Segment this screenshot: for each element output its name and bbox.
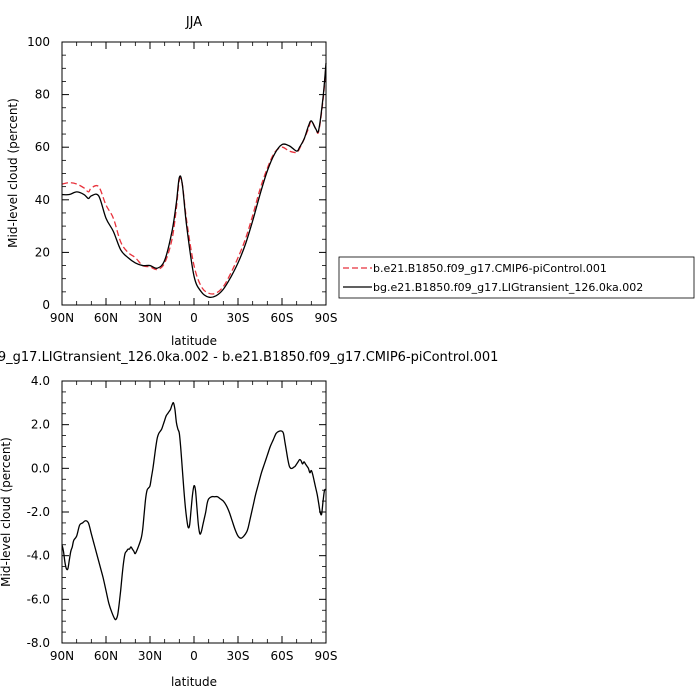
top-y-axis-label: Mid-level cloud (percent) bbox=[6, 98, 20, 248]
bottom-y-tick-label: -4.0 bbox=[27, 549, 50, 563]
top-x-tick-label: 30N bbox=[138, 311, 162, 325]
top-series-line-0 bbox=[61, 65, 327, 295]
top-chart: JJA 0 20 40 60 80 100 90N 60N 30N 0 30S 60S 90S lati… bbox=[6, 15, 337, 348]
top-x-tick-label: 90S bbox=[315, 311, 338, 325]
bottom-axis-ticks: -8.0 -6.0 -4.0 -2.0 0.0 2.0 4.0 90N 60N 30N 0 30S 60… bbox=[27, 374, 338, 663]
bottom-y-axis-label: Mid-level cloud (percent) bbox=[0, 437, 13, 587]
bottom-plot-frame bbox=[61, 380, 327, 644]
bottom-y-tick-label: 4.0 bbox=[31, 374, 50, 388]
bottom-y-tick-label: 0.0 bbox=[31, 461, 50, 475]
top-chart-title: JJA bbox=[185, 15, 202, 30]
bottom-x-tick-label: 60N bbox=[94, 649, 118, 663]
bottom-series-line-0 bbox=[61, 402, 327, 621]
top-x-tick-label: 60N bbox=[94, 311, 118, 325]
legend-label-control: b.e21.B1850.f09_g17.CMIP6-piControl.001 bbox=[373, 262, 607, 275]
bottom-y-tick-label: -8.0 bbox=[27, 636, 50, 650]
bottom-chart-title: bg.e21.B1850.f09_g17.LIGtransient_126.0k… bbox=[0, 350, 498, 365]
bottom-x-tick-label: 30N bbox=[138, 649, 162, 663]
legend: b.e21.B1850.f09_g17.CMIP6-piControl.001 … bbox=[338, 256, 695, 299]
legend-label-lig: bg.e21.B1850.f09_g17.LIGtransient_126.0k… bbox=[373, 281, 643, 294]
top-y-tick-label: 20 bbox=[35, 245, 50, 259]
top-x-tick-label: 30S bbox=[227, 311, 250, 325]
top-x-axis-label: latitude bbox=[171, 334, 217, 348]
bottom-x-tick-label: 0 bbox=[190, 649, 198, 663]
bottom-x-tick-label: 90N bbox=[50, 649, 74, 663]
top-y-tick-label: 60 bbox=[35, 140, 50, 154]
top-axis-ticks: 0 20 40 60 80 100 90N 60N 30N 0 30S 60S 90S bbox=[27, 35, 337, 325]
bottom-y-tick-label: -6.0 bbox=[27, 592, 50, 606]
bottom-y-tick-label: 2.0 bbox=[31, 418, 50, 432]
bottom-x-axis-label: latitude bbox=[171, 675, 217, 689]
top-series-line-1 bbox=[61, 62, 327, 299]
bottom-x-tick-label: 30S bbox=[227, 649, 250, 663]
top-y-tick-label: 100 bbox=[27, 35, 50, 49]
bottom-plot-area bbox=[61, 402, 327, 621]
top-plot-area bbox=[61, 62, 327, 299]
bottom-y-tick-label: -2.0 bbox=[27, 505, 50, 519]
bottom-x-tick-label: 60S bbox=[271, 649, 294, 663]
bottom-x-tick-label: 90S bbox=[315, 649, 338, 663]
legend-box bbox=[338, 256, 695, 299]
top-y-tick-label: 80 bbox=[35, 88, 50, 102]
top-x-tick-label: 90N bbox=[50, 311, 74, 325]
top-x-tick-label: 60S bbox=[271, 311, 294, 325]
top-x-tick-label: 0 bbox=[190, 311, 198, 325]
top-y-tick-label: 40 bbox=[35, 193, 50, 207]
top-y-tick-label: 0 bbox=[42, 298, 50, 312]
bottom-chart: bg.e21.B1850.f09_g17.LIGtransient_126.0k… bbox=[0, 350, 498, 689]
